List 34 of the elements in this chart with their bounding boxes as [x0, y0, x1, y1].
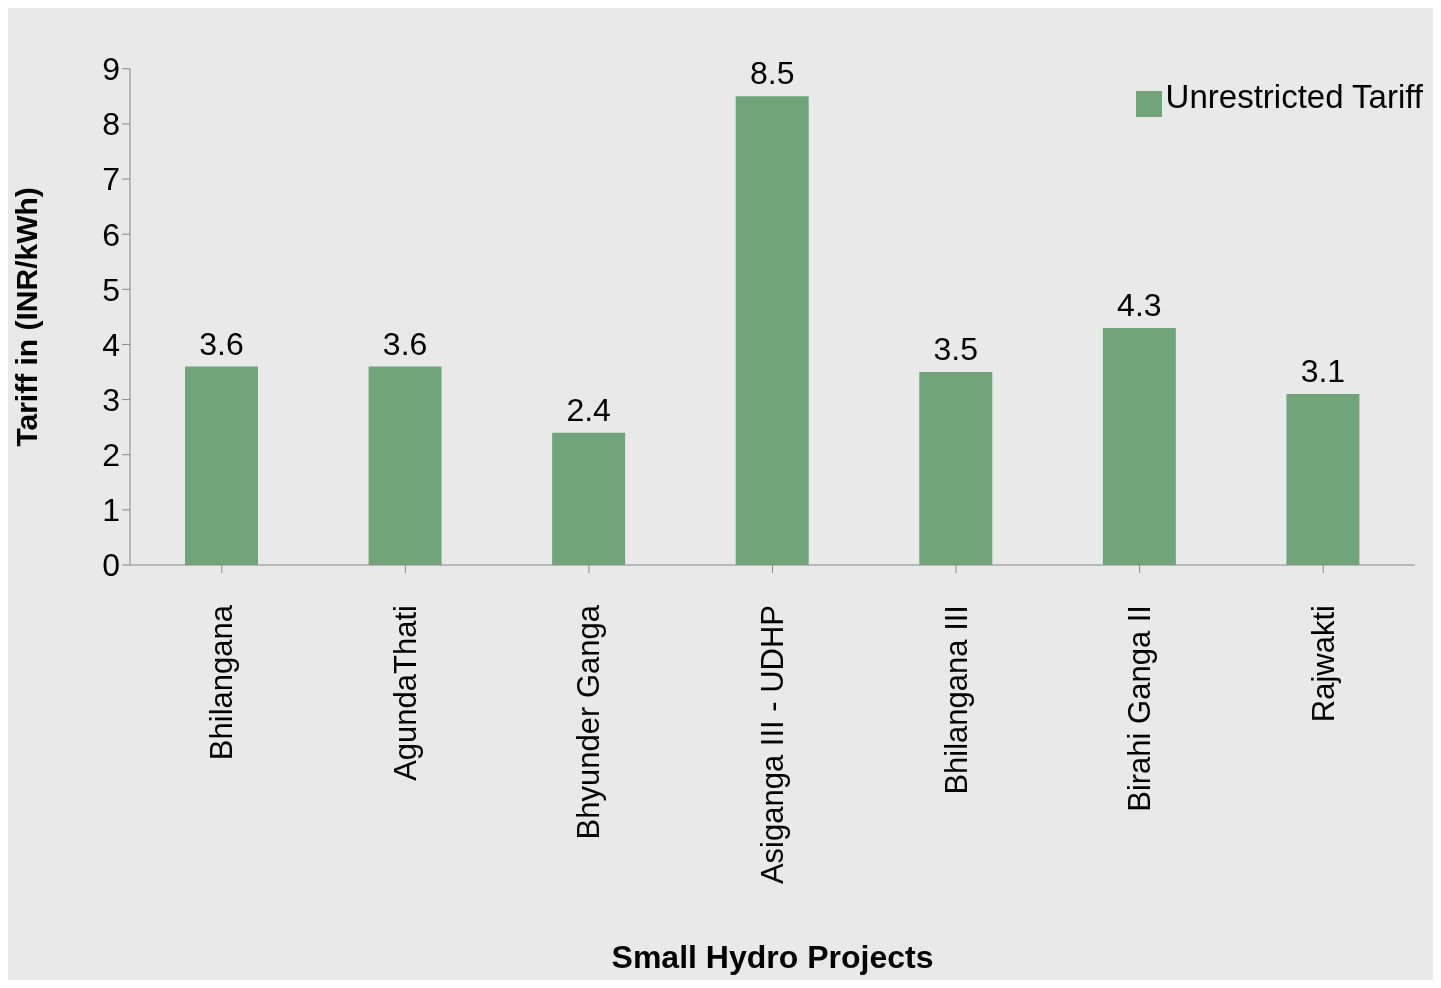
bar	[735, 96, 809, 565]
y-tick-label: 7	[102, 161, 120, 198]
y-tick-label: 4	[102, 326, 120, 363]
data-label: 3.5	[933, 331, 979, 368]
data-label: 3.6	[199, 325, 244, 362]
x-tick-label: Bhilangana III	[938, 605, 974, 795]
data-label: 2.4	[566, 391, 611, 428]
bar	[1286, 394, 1360, 565]
x-tick-label: Bhyunder Ganga	[571, 604, 607, 840]
legend-label: Unrestricted Tariff	[1165, 78, 1423, 115]
y-tick-label: 0	[102, 547, 120, 584]
x-tick-label: Birahi Ganga II	[1122, 605, 1158, 812]
data-label: 3.1	[1300, 353, 1346, 390]
x-tick-label: AgundaThati	[387, 605, 423, 781]
data-label: 3.6	[382, 325, 428, 362]
y-tick-label: 5	[102, 271, 120, 308]
y-tick-label: 9	[102, 51, 120, 88]
y-tick-label: 6	[102, 216, 120, 253]
data-label: 8.5	[749, 55, 795, 92]
y-tick-label: 1	[102, 492, 120, 529]
bar	[552, 432, 626, 565]
y-tick-label: 8	[102, 106, 120, 143]
bar	[1102, 327, 1176, 565]
bar	[919, 372, 993, 565]
x-tick-label: Asiganga III - UDHP	[755, 605, 790, 885]
y-axis-title: Tariff in (INR/kWh)	[9, 187, 43, 447]
x-tick-label: Rajwakti	[1305, 605, 1341, 723]
x-axis-title: Small Hydro Projects	[611, 939, 934, 975]
x-tick-label: Bhilangana	[204, 604, 240, 761]
y-tick-label: 2	[102, 437, 120, 474]
bar	[368, 366, 442, 565]
bar	[185, 366, 258, 565]
data-label: 4.3	[1117, 286, 1162, 323]
y-tick-label: 3	[102, 381, 120, 418]
